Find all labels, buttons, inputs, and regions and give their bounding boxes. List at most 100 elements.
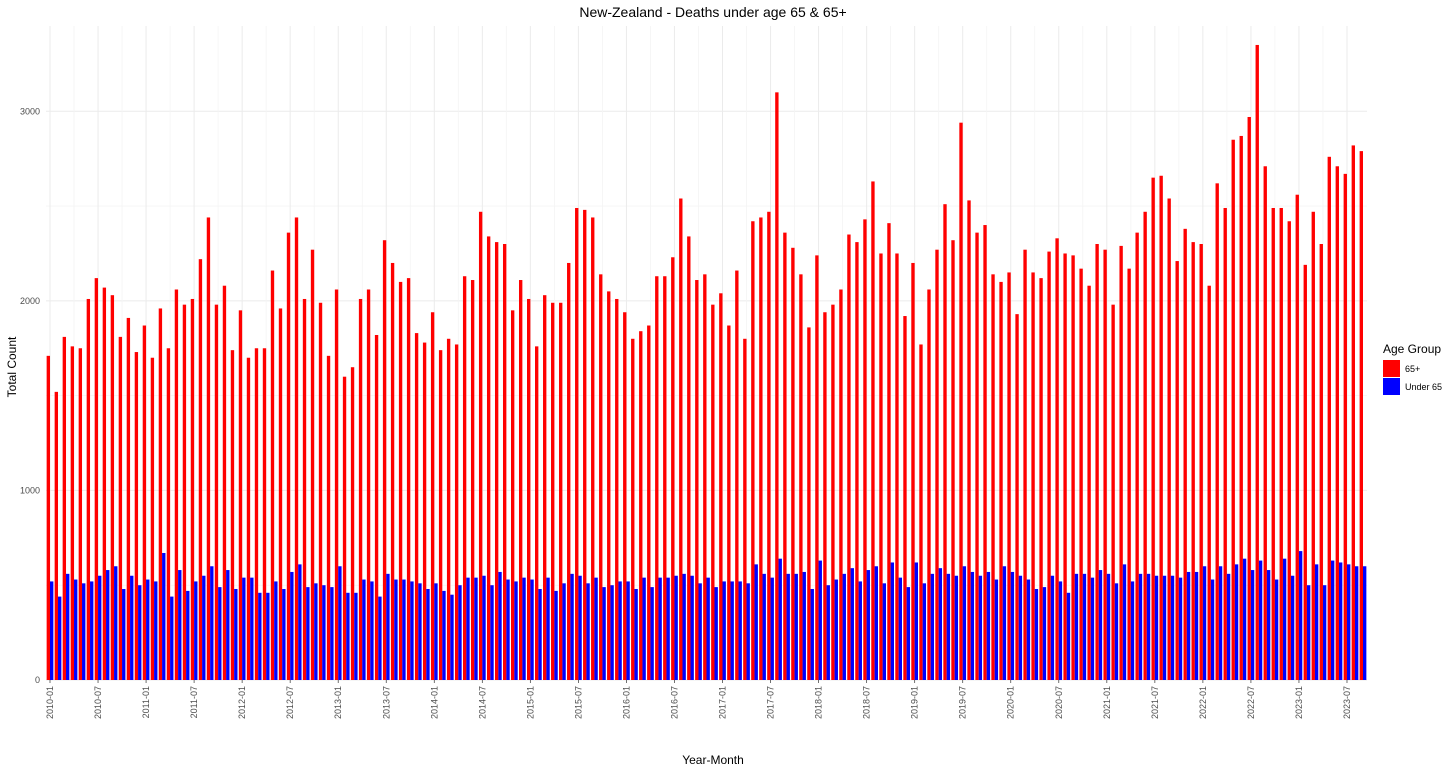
bar-65plus (1279, 207, 1283, 680)
bar-under65 (602, 587, 606, 680)
bar-65plus (454, 344, 459, 680)
chart-title: New-Zealand - Deaths under age 65 & 65+ (579, 4, 846, 20)
bar-65plus (655, 276, 659, 680)
bar-65plus (943, 204, 947, 681)
bar-65plus (831, 304, 835, 680)
bar-under65 (250, 577, 254, 680)
bar-65plus (1199, 244, 1203, 680)
x-tick-label: 2013-07 (381, 686, 391, 719)
bar-65plus (486, 236, 491, 680)
bar-65plus (647, 325, 651, 680)
y-tick-label: 1000 (20, 485, 40, 495)
bar-65plus (78, 348, 83, 680)
bar-65plus (999, 281, 1003, 680)
bar-under65 (1146, 573, 1151, 680)
bar-65plus (1183, 228, 1187, 680)
bar-65plus (182, 304, 187, 680)
bar-under65 (970, 571, 975, 680)
bar-under65 (962, 566, 967, 680)
bar-under65 (490, 585, 494, 680)
bar-under65 (410, 581, 414, 680)
bar-under65 (346, 592, 350, 680)
bar-65plus (1175, 261, 1179, 680)
bar-under65 (1026, 579, 1031, 680)
bar-65plus (895, 253, 899, 680)
bar-under65 (1034, 589, 1039, 680)
x-tick-label: 2018-01 (814, 686, 824, 719)
bar-under65 (738, 581, 742, 680)
legend-swatch-65plus (1383, 360, 1400, 377)
bar-65plus (711, 304, 715, 680)
bar-65plus (142, 325, 147, 680)
bar-under65 (426, 589, 430, 680)
bar-65plus (767, 211, 771, 680)
bar-65plus (783, 232, 787, 680)
bar-65plus (46, 355, 51, 680)
x-tick-label: 2010-07 (93, 686, 103, 719)
bar-under65 (1226, 573, 1231, 680)
bar-under65 (946, 573, 951, 680)
bar-under65 (698, 583, 702, 680)
bar-under65 (858, 581, 862, 680)
x-tick-label: 2023-07 (1342, 686, 1352, 719)
bar-65plus (807, 327, 811, 680)
bar-65plus (815, 255, 819, 681)
bar-under65 (1002, 566, 1007, 680)
bar-65plus (1351, 145, 1355, 680)
bar-under65 (850, 568, 854, 680)
bar-65plus (719, 293, 723, 680)
bar-65plus (494, 242, 499, 680)
bar-65plus (1207, 285, 1211, 680)
y-axis-label: Total Count (5, 336, 19, 397)
x-tick-label: 2016-07 (669, 686, 679, 719)
bar-under65 (610, 585, 614, 680)
bar-under65 (994, 579, 999, 680)
bar-under65 (626, 581, 630, 680)
bar-under65 (762, 573, 766, 680)
bar-under65 (1122, 564, 1127, 680)
bar-65plus (310, 249, 315, 680)
bar-under65 (1058, 581, 1063, 680)
bar-under65 (1274, 579, 1279, 680)
legend-label-under65: Under 65 (1405, 382, 1442, 392)
bar-under65 (906, 587, 911, 680)
bar-65plus (663, 276, 667, 680)
bar-under65 (266, 592, 270, 680)
bar-under65 (914, 562, 919, 680)
bar-65plus (615, 298, 619, 680)
bar-65plus (535, 346, 539, 680)
bar-65plus (150, 357, 155, 680)
bar-under65 (674, 575, 678, 680)
bar-65plus (1143, 211, 1147, 680)
bar-65plus (583, 209, 587, 680)
bar-under65 (818, 560, 822, 680)
bar-65plus (238, 310, 243, 680)
bar-under65 (122, 589, 126, 680)
bar-65plus (623, 312, 627, 680)
bar-65plus (198, 259, 203, 680)
bar-under65 (170, 596, 174, 680)
bar-65plus (414, 333, 419, 680)
x-tick-label: 2019-07 (958, 686, 968, 719)
bar-65plus (1047, 251, 1051, 680)
bar-under65 (562, 583, 566, 680)
bar-65plus (1159, 175, 1163, 680)
bar-under65 (634, 589, 638, 680)
bar-65plus (727, 325, 731, 680)
bar-under65 (1234, 564, 1239, 680)
x-tick-label: 2021-07 (1150, 686, 1160, 719)
legend-label-65plus: 65+ (1405, 364, 1420, 374)
x-tick-label: 2020-07 (1054, 686, 1064, 719)
bar-65plus (478, 211, 483, 680)
bar-under65 (802, 571, 806, 680)
bar-65plus (286, 232, 291, 680)
bar-under65 (1114, 583, 1119, 680)
x-axis-ticks: 2010-01 2010-07 2011-01 2011-07 2012-01 2012-… (45, 680, 1352, 719)
bar-65plus (518, 280, 523, 680)
bar-under65 (498, 571, 502, 680)
bar-65plus (54, 391, 59, 680)
bar-under65 (514, 581, 518, 680)
bar-under65 (330, 587, 334, 680)
x-tick-label: 2019-01 (910, 686, 920, 719)
